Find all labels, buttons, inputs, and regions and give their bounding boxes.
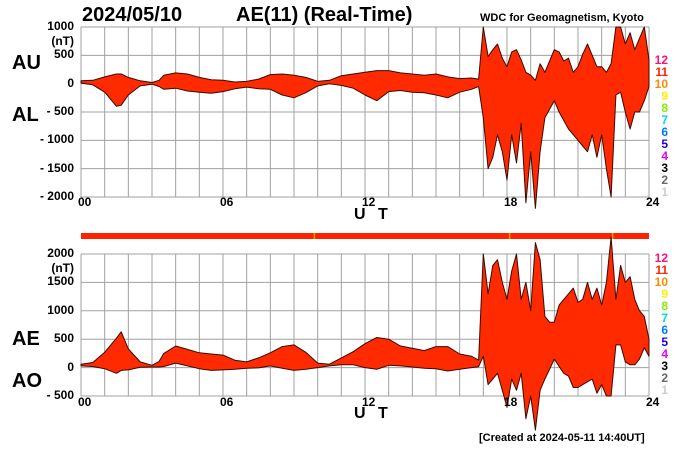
legend-station-count: 12: [654, 251, 668, 265]
legend-station-count: 10: [654, 77, 668, 91]
bottom-label-ae: AE: [12, 328, 40, 350]
x-tick-label: 24: [646, 395, 660, 409]
x-tick-label: 00: [78, 195, 92, 209]
x-tick-label: 18: [504, 395, 518, 409]
legend-station-count: 2: [661, 173, 668, 187]
y-tick-label: 0: [67, 359, 74, 374]
legend-station-count: 8: [661, 299, 668, 313]
legend-station-count: 12: [654, 53, 668, 67]
top-x-axis-label: U T: [354, 206, 392, 223]
x-tick-label: 18: [504, 195, 518, 209]
x-tick-label: 12: [362, 395, 376, 409]
legend-station-count: 9: [661, 89, 668, 103]
legend-station-count: 10: [654, 275, 668, 289]
created-timestamp: [Created at 2024-05-11 14:40UT]: [479, 432, 645, 444]
bottom-label-ao: AO: [12, 370, 42, 392]
legend-station-count: 5: [661, 335, 668, 349]
legend-station-count: 9: [661, 287, 668, 301]
y-tick-label: - 2000: [39, 189, 74, 203]
legend-station-count: 7: [661, 113, 668, 127]
legend-station-count: 6: [661, 125, 668, 139]
y-tick-label: 1000: [47, 19, 74, 33]
y-tick-label: 500: [53, 47, 74, 62]
y-tick-label: - 500: [46, 388, 74, 402]
status-bar: [81, 233, 649, 239]
chart-date: 2024/05/10: [82, 4, 183, 26]
x-tick-label: 24: [646, 195, 660, 209]
legend-station-count: 1: [661, 185, 668, 199]
legend-station-count: 3: [661, 161, 668, 175]
y-tick-label: - 1000: [39, 132, 74, 147]
legend-station-count: 1: [661, 383, 668, 397]
bottom-x-axis-label: U T: [354, 405, 392, 422]
data-credit: WDC for Geomagnetism, Kyoto: [480, 12, 644, 24]
legend-station-count: 11: [655, 65, 668, 79]
y-tick-label: 0: [67, 75, 74, 90]
top-label-al: AL: [12, 104, 39, 126]
legend-station-count: 3: [661, 359, 668, 373]
y-tick-label: - 1500: [39, 160, 74, 175]
legend-station-count: 2: [661, 371, 668, 385]
bottom-plot-ae-ao-area: [80, 236, 650, 431]
y-tick-label: 1000: [47, 302, 74, 317]
legend-station-count: 5: [661, 137, 668, 151]
chart-title: AE(11) (Real-Time): [236, 4, 413, 26]
top-unit: (nT): [51, 34, 74, 48]
legend-station-count: 4: [661, 149, 668, 163]
y-tick-label: 500: [53, 331, 74, 346]
legend-station-count: 6: [661, 323, 668, 337]
y-tick-label: 2000: [47, 246, 74, 260]
y-tick-label: 1500: [47, 274, 74, 289]
x-tick-label: 06: [220, 395, 234, 409]
legend-station-count: 8: [661, 101, 668, 115]
bottom-unit: (nT): [51, 261, 74, 275]
x-tick-label: 12: [362, 195, 376, 209]
y-tick-label: - 500: [46, 104, 74, 118]
top-label-au: AU: [12, 52, 41, 74]
legend-station-count: 11: [655, 263, 668, 277]
legend-station-count: 4: [661, 347, 668, 361]
x-tick-label: 06: [220, 195, 234, 209]
legend-station-count: 7: [661, 311, 668, 325]
top-plot-au-al-area: [80, 26, 650, 209]
x-tick-label: 00: [78, 395, 92, 409]
